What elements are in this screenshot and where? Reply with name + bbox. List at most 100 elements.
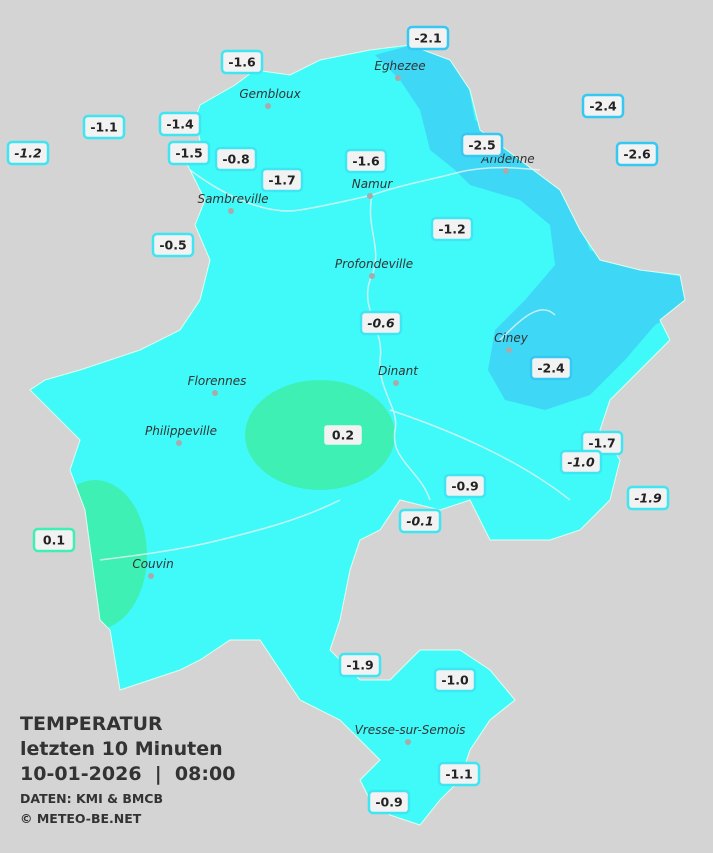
station-box	[443, 473, 487, 499]
station-value: -0.1	[406, 514, 433, 529]
station: -1.7	[580, 430, 624, 456]
station-box	[398, 508, 442, 534]
station-box	[460, 132, 504, 158]
station-box	[433, 667, 477, 693]
station-box	[82, 114, 126, 140]
station-value: -0.8	[222, 152, 249, 167]
station: 0.2	[321, 422, 365, 448]
station-box	[344, 148, 388, 174]
station: -0.8	[214, 146, 258, 172]
town-label: Eghezee	[374, 59, 425, 73]
town-dot	[506, 347, 512, 353]
title: TEMPERATUR	[20, 713, 163, 735]
station-box	[167, 140, 211, 166]
town-label: Profondeville	[335, 257, 413, 271]
station-value: -1.2	[14, 146, 41, 161]
station: -1.2	[430, 216, 474, 242]
station: -1.0	[433, 667, 477, 693]
station: -1.6	[344, 148, 388, 174]
station: -1.1	[437, 761, 481, 787]
station-box	[367, 789, 411, 815]
station: -1.2	[6, 140, 50, 166]
copyright: © METEO-BE.NET	[20, 811, 142, 826]
station-box	[581, 93, 625, 119]
town-dot	[503, 168, 509, 174]
station: -1.5	[167, 140, 211, 166]
station-value: -1.6	[228, 55, 256, 70]
town-dot	[228, 208, 234, 214]
station-value: -2.5	[468, 138, 495, 153]
station: -0.5	[151, 232, 195, 258]
town-label: Ciney	[494, 331, 529, 345]
town-dot	[369, 273, 375, 279]
town-label: Sambreville	[197, 192, 268, 206]
station-box	[559, 449, 603, 475]
station-box	[6, 140, 50, 166]
town-label: Dinant	[378, 364, 419, 378]
station-box	[626, 485, 670, 511]
town-label: Vresse-sur-Semois	[355, 723, 466, 737]
station: -1.1	[82, 114, 126, 140]
station-value: -1.1	[90, 120, 117, 135]
town-dot	[265, 103, 271, 109]
station-box	[321, 422, 365, 448]
station-value: -2.4	[537, 361, 565, 376]
station-box	[359, 310, 403, 336]
town-dot	[367, 193, 373, 199]
station: -0.1	[398, 508, 442, 534]
station: -1.9	[626, 485, 670, 511]
town-label: Philippeville	[145, 424, 217, 438]
station: -0.9	[367, 789, 411, 815]
station: -1.9	[338, 652, 382, 678]
station-box	[158, 111, 202, 137]
station-box	[32, 527, 76, 553]
station-box	[338, 652, 382, 678]
town-dot	[176, 440, 182, 446]
station: -1.4	[158, 111, 202, 137]
station-value: 0.2	[332, 428, 354, 443]
station-value: -0.9	[375, 795, 402, 810]
station: -1.7	[260, 167, 304, 193]
station: -2.6	[615, 141, 659, 167]
zone-colder	[375, 45, 685, 410]
station-box	[437, 761, 481, 787]
station-box	[615, 141, 659, 167]
town-dot	[148, 573, 154, 579]
station-value: -1.0	[567, 455, 595, 470]
zone-mild	[245, 380, 395, 490]
subtitle: letzten 10 Minuten	[20, 738, 223, 760]
station: -0.9	[443, 473, 487, 499]
town-dot	[405, 739, 411, 745]
datetime: 10-01-2026 | 08:00	[20, 763, 235, 785]
source: DATEN: KMI & BMCB	[20, 791, 163, 806]
station-box	[260, 167, 304, 193]
station-value: -1.7	[268, 173, 295, 188]
station-value: -0.5	[159, 238, 186, 253]
station: 0.1	[32, 527, 76, 553]
station-box	[406, 25, 450, 51]
station-value: -0.6	[367, 316, 395, 331]
station-value: -2.1	[414, 31, 441, 46]
station-value: -2.4	[589, 99, 617, 114]
station: -1.6	[220, 49, 264, 75]
station-value: -1.4	[166, 117, 194, 132]
station-value: -1.7	[588, 436, 615, 451]
station: -2.5	[460, 132, 504, 158]
town-label: Florennes	[188, 374, 247, 388]
town-label: Gembloux	[239, 87, 301, 101]
station: -1.0	[559, 449, 603, 475]
station-box	[214, 146, 258, 172]
station-box	[430, 216, 474, 242]
station-box	[220, 49, 264, 75]
station: -0.6	[359, 310, 403, 336]
province-border	[29, 44, 686, 826]
town-dot	[212, 390, 218, 396]
station-value: -0.9	[451, 479, 478, 494]
station-value: -1.9	[634, 491, 662, 506]
rivers	[99, 166, 571, 561]
station-value: -1.9	[346, 658, 373, 673]
station-value: -1.0	[441, 673, 469, 688]
station-value: -1.5	[175, 146, 202, 161]
town-label: Namur	[352, 177, 394, 191]
